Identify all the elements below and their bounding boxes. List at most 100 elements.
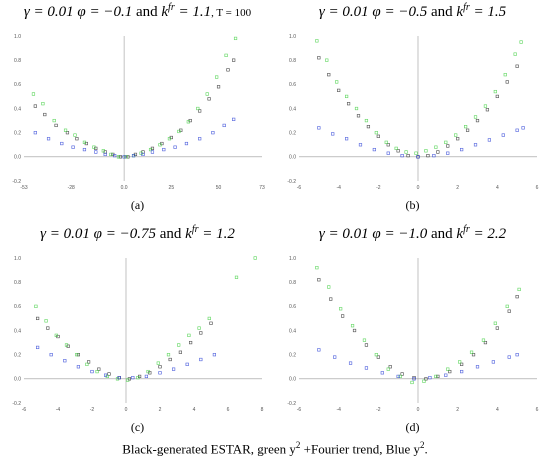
data-point-blue <box>90 369 94 374</box>
title-gamma: γ = 0.01 <box>318 4 369 20</box>
chart-panel-c: γ = 0.01 φ = −0.75 and kfr = 1.2 -0.2 0.0… <box>0 222 275 444</box>
panel-label: (b) <box>405 198 420 212</box>
x-tick-label: -4 <box>336 407 341 413</box>
data-point-green <box>186 120 190 124</box>
data-point-black <box>209 321 213 325</box>
data-point-green <box>325 58 329 62</box>
data-point-green <box>446 367 450 371</box>
data-point-green <box>63 128 68 132</box>
data-point-black <box>376 355 380 359</box>
x-tick-label: 2 <box>159 407 162 413</box>
data-point-green <box>158 143 162 147</box>
y-tick-label: 0.8 <box>14 280 21 286</box>
data-point-blue <box>94 150 98 154</box>
title-and: and <box>430 226 453 242</box>
x-tick-label: 4 <box>496 407 499 413</box>
data-point-green <box>483 104 488 108</box>
data-point-green <box>404 150 408 154</box>
title-gamma: γ = 0.01 <box>23 4 74 20</box>
data-point-green <box>136 376 140 380</box>
x-tick-label: -4 <box>336 185 341 191</box>
data-point-blue <box>60 141 64 146</box>
data-point-green <box>339 307 343 311</box>
data-point-green <box>503 73 507 77</box>
data-point-blue <box>172 367 176 371</box>
data-point-black <box>216 85 221 89</box>
data-point-blue <box>150 150 155 154</box>
data-point-black <box>386 143 390 147</box>
data-point-blue <box>113 154 117 158</box>
data-point-green <box>234 275 239 279</box>
data-point-black <box>352 328 357 333</box>
y-tick-label: 1.0 <box>14 34 21 40</box>
data-point-blue <box>232 117 236 121</box>
caption-part: +Fourier trend, Blue y <box>300 441 421 457</box>
data-point-green <box>82 140 87 144</box>
title-phi: φ = −1.0 <box>372 226 428 242</box>
x-tick-label: -4 <box>56 407 61 413</box>
data-point-green <box>345 94 349 99</box>
data-point-green <box>124 155 128 159</box>
data-point-green <box>473 115 478 119</box>
panel-label: (a) <box>130 198 145 212</box>
data-point-black <box>436 374 440 379</box>
y-tick-label: 0.2 <box>14 130 21 136</box>
data-point-blue <box>432 154 436 158</box>
data-point-green <box>146 369 150 374</box>
y-tick-label: 0.0 <box>14 155 21 161</box>
data-point-black <box>329 297 333 301</box>
data-point-green <box>327 285 331 289</box>
data-point-green <box>187 333 191 337</box>
data-point-blue <box>46 137 51 141</box>
caption-sup: 2 <box>420 440 425 450</box>
data-point-green <box>177 129 181 134</box>
data-point-blue <box>428 376 432 380</box>
chart-panel-a: γ = 0.01 φ = −0.1 and kfr = 1.1, T = 100… <box>0 0 275 222</box>
data-point-green <box>224 53 228 57</box>
data-point-green <box>398 374 402 379</box>
data-point-blue <box>345 137 349 141</box>
data-point-blue <box>487 138 492 142</box>
panel-title: γ = 0.01 φ = −1.0 and kfr = 2.2 <box>275 224 550 250</box>
data-point-green <box>469 350 474 354</box>
data-point-blue <box>331 132 335 136</box>
data-point-black <box>126 155 130 159</box>
x-tick-label: 25 <box>169 185 175 191</box>
data-point-blue <box>131 376 135 380</box>
data-point-black <box>317 56 321 60</box>
x-tick-label: 2 <box>456 407 459 413</box>
title-k-sup: fr <box>463 224 470 235</box>
data-point-black <box>168 357 172 362</box>
x-tick-label: -2 <box>376 185 381 191</box>
data-point-black <box>495 326 499 330</box>
y-tick-label: 0.4 <box>289 328 296 334</box>
data-point-green <box>434 374 438 379</box>
data-point-black <box>199 331 203 335</box>
x-tick-label: -6 <box>297 185 302 191</box>
data-point-blue <box>131 154 136 158</box>
title-k: k <box>456 226 464 242</box>
title-k-value: = 2.2 <box>473 226 507 242</box>
x-tick-label: -28 <box>68 185 75 191</box>
data-point-green <box>116 155 121 159</box>
data-point-blue <box>400 154 404 158</box>
data-point-blue <box>358 143 363 147</box>
data-point-black <box>515 64 519 68</box>
panel-title: γ = 0.01 φ = −0.75 and kfr = 1.2 <box>0 224 275 250</box>
data-point-blue <box>386 151 390 155</box>
x-tick-label: 6 <box>227 407 230 413</box>
title-and: and <box>135 4 158 20</box>
data-point-black <box>400 372 404 376</box>
title-k: k <box>185 226 192 242</box>
data-point-green <box>177 343 181 347</box>
x-tick-label: 0 <box>125 407 128 413</box>
data-point-blue <box>372 147 376 152</box>
title-gamma: γ = 0.01 <box>318 226 369 242</box>
data-point-black <box>189 340 193 345</box>
x-tick-label: 0 <box>417 185 420 191</box>
data-point-black <box>388 365 392 369</box>
caption-sup: 2 <box>295 440 301 450</box>
y-tick-label: 1.0 <box>14 256 21 262</box>
title-phi: φ = −0.5 <box>372 4 428 20</box>
data-point-blue <box>412 377 416 381</box>
